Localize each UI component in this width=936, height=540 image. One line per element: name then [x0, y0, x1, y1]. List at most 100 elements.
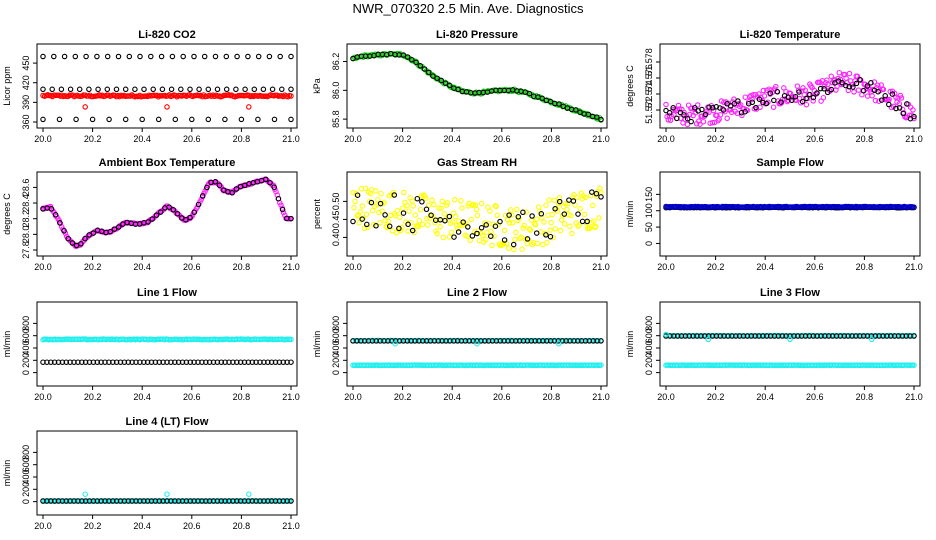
y-axis-label: kPa [312, 78, 322, 94]
data-point [756, 91, 762, 97]
data-point [787, 336, 793, 343]
chart-panel-4: Ambient Box Temperature degrees C 20.0 20.2… [2, 157, 300, 272]
series-reference [350, 185, 604, 253]
data-point [238, 116, 245, 123]
data-point [575, 338, 581, 344]
data-point [807, 91, 813, 98]
plot-frame [346, 301, 608, 387]
y-tick-label: 390 [21, 95, 31, 110]
data-point [265, 359, 271, 365]
data-point [223, 86, 230, 93]
x-tick-label: 20.6 [806, 392, 824, 402]
data-point [556, 195, 563, 201]
data-point [773, 83, 779, 90]
data-point [493, 203, 499, 210]
data-point [417, 63, 424, 69]
x-tick-label: 20.2 [84, 521, 102, 531]
x-tick-label: 20.2 [394, 392, 412, 402]
data-point [216, 182, 223, 188]
data-point [851, 333, 857, 339]
data-point [900, 110, 906, 117]
data-point [401, 189, 407, 196]
data-point [473, 206, 480, 213]
data-point [723, 333, 729, 339]
data-point [594, 114, 600, 120]
x-tick-label: 20.4 [133, 134, 151, 144]
y-tick-label: 28.0 [21, 226, 31, 244]
data-point [273, 188, 279, 195]
data-point [410, 203, 416, 209]
data-point [846, 84, 853, 90]
x-tick-label: 20.6 [183, 392, 201, 402]
x-tick-label: 20.0 [34, 392, 52, 402]
x-tick-label: 20.4 [756, 134, 774, 144]
x-tick-label: 20.6 [493, 262, 511, 272]
chart-title: Gas Stream RH [437, 157, 517, 169]
x-tick-label: 20.8 [543, 262, 561, 272]
data-point [168, 86, 175, 93]
y-tick-label: 0 [21, 370, 31, 375]
plot-frame [36, 171, 298, 257]
data-point [436, 205, 442, 211]
y-tick-label: 800 [21, 445, 31, 460]
data-point [803, 101, 810, 108]
data-point [576, 222, 582, 228]
x-tick-label: 20.6 [493, 392, 511, 402]
data-point [115, 53, 122, 60]
data-point [153, 212, 160, 218]
data-point [48, 206, 55, 212]
data-point [376, 209, 382, 216]
data-point [48, 498, 54, 504]
data-point [203, 359, 209, 365]
y-tick-label: 400 [644, 340, 654, 355]
x-tick-label: 20.4 [133, 392, 151, 402]
data-point [413, 59, 419, 66]
data-point [82, 235, 88, 242]
data-point [275, 195, 282, 202]
data-point [515, 214, 522, 220]
data-point [709, 105, 716, 111]
x-tick-label: 20.8 [233, 134, 251, 144]
data-point [810, 333, 817, 339]
data-point [404, 338, 411, 344]
data-point [687, 111, 693, 118]
data-point [733, 333, 739, 339]
data-point [568, 212, 574, 219]
data-point [94, 53, 100, 60]
x-tick-label: 20.0 [344, 134, 362, 144]
data-point [671, 112, 677, 118]
data-point [846, 70, 853, 77]
data-point [249, 498, 256, 504]
data-point [352, 198, 358, 205]
data-point [821, 86, 827, 92]
x-tick-label: 20.6 [183, 262, 201, 272]
data-point [556, 198, 563, 205]
data-point [233, 86, 239, 93]
data-point [581, 211, 588, 218]
data-point [446, 234, 453, 240]
data-point [875, 88, 881, 95]
data-point [350, 189, 356, 196]
series-black-high [663, 333, 917, 339]
data-point [141, 359, 147, 365]
data-point [513, 338, 519, 344]
data-point [419, 221, 426, 228]
data-point [597, 185, 603, 191]
data-point [497, 218, 503, 225]
data-point [368, 199, 375, 206]
data-point [810, 98, 816, 104]
series-sample-low [40, 116, 294, 123]
x-tick-label: 20.2 [707, 262, 725, 272]
data-point [279, 86, 285, 93]
data-point [547, 233, 554, 240]
data-point [469, 233, 476, 239]
data-point [459, 205, 465, 211]
data-point [383, 224, 389, 230]
chart-title: Li-820 CO2 [138, 29, 195, 41]
data-point [522, 236, 529, 242]
data-point [573, 107, 579, 113]
data-point [871, 79, 878, 85]
data-point [430, 73, 436, 79]
data-point [500, 240, 507, 246]
